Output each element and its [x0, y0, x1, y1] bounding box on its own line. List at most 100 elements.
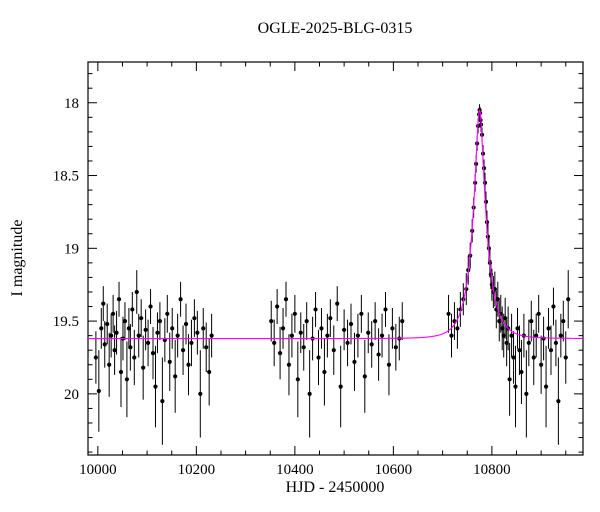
- data-point: [107, 362, 112, 367]
- data-point: [359, 311, 364, 316]
- data-point: [157, 318, 163, 324]
- data-point: [558, 333, 563, 338]
- data-point: [483, 199, 489, 204]
- data-point: [130, 307, 135, 312]
- data-point: [136, 333, 141, 338]
- data-point: [286, 362, 292, 367]
- data-point: [482, 180, 488, 185]
- model-curve-path: [88, 109, 583, 340]
- data-point: [165, 311, 170, 316]
- data-point: [124, 377, 130, 382]
- data-point: [376, 352, 381, 357]
- data-point: [289, 333, 295, 338]
- data-point: [150, 351, 156, 356]
- data-point: [511, 355, 516, 360]
- data-point: [316, 355, 321, 360]
- data-point: [198, 391, 203, 396]
- x-axis-label: HJD - 2450000: [286, 479, 385, 496]
- data-point: [307, 391, 312, 396]
- data-point: [304, 318, 309, 324]
- data-point: [331, 348, 336, 353]
- y-tick-label: 19: [64, 241, 79, 257]
- data-point: [325, 333, 330, 338]
- data-point: [148, 304, 153, 309]
- data-point: [173, 374, 178, 379]
- data-point: [335, 301, 340, 306]
- data-point: [105, 321, 110, 327]
- data-point: [118, 369, 124, 375]
- data-points: [93, 104, 571, 445]
- data-point: [539, 362, 544, 367]
- data-point: [383, 307, 388, 312]
- data-point: [132, 355, 137, 360]
- data-point: [366, 330, 371, 335]
- y-tick-label: 19.5: [53, 314, 79, 330]
- data-point: [455, 326, 460, 331]
- data-point: [180, 348, 186, 353]
- data-point: [209, 333, 214, 338]
- data-point: [112, 348, 117, 353]
- data-point: [186, 362, 191, 367]
- data-point: [513, 384, 518, 389]
- data-point: [189, 340, 194, 346]
- data-point: [122, 318, 128, 324]
- data-point: [155, 330, 160, 335]
- data-point: [183, 321, 189, 327]
- data-point: [207, 369, 212, 375]
- y-tick-label: 20: [64, 387, 79, 403]
- data-point: [352, 359, 357, 364]
- data-point: [111, 311, 116, 316]
- y-tick-label: 18: [64, 96, 79, 112]
- data-point: [283, 297, 289, 302]
- x-tick-label: 10800: [473, 462, 511, 478]
- data-point: [526, 340, 531, 346]
- data-point: [543, 384, 549, 389]
- data-point: [566, 297, 571, 302]
- data-point: [269, 318, 274, 324]
- data-point: [178, 297, 183, 302]
- data-point: [160, 399, 165, 404]
- data-point: [145, 340, 151, 346]
- data-point: [201, 326, 206, 331]
- data-point: [515, 326, 520, 331]
- data-point: [109, 333, 114, 338]
- data-point: [348, 321, 354, 327]
- data-point: [116, 297, 122, 302]
- data-point: [373, 318, 378, 324]
- data-point: [519, 369, 524, 375]
- data-point: [143, 327, 148, 332]
- data-point: [338, 384, 343, 389]
- data-point: [328, 316, 333, 321]
- data-point: [275, 304, 280, 309]
- data-point: [517, 348, 522, 353]
- data-point: [362, 374, 367, 379]
- data-point: [101, 301, 106, 306]
- data-point: [529, 318, 534, 324]
- data-point: [561, 318, 566, 324]
- data-point: [400, 318, 405, 324]
- x-tick-label: 10000: [79, 462, 117, 478]
- y-tick-label: 18.5: [53, 169, 79, 185]
- data-point: [170, 326, 175, 331]
- x-tick-label: 10400: [276, 462, 314, 478]
- data-point: [556, 399, 561, 404]
- data-point: [563, 355, 568, 360]
- data-point: [141, 365, 146, 370]
- data-point: [541, 336, 546, 341]
- data-point: [503, 316, 508, 321]
- data-point: [553, 340, 559, 346]
- data-point: [114, 330, 119, 335]
- data-point: [192, 316, 197, 321]
- data-point: [93, 355, 98, 360]
- x-tick-label: 10600: [375, 462, 413, 478]
- x-tick-label: 10200: [178, 462, 216, 478]
- data-point: [134, 289, 139, 295]
- y-axis-label: I magnitude: [9, 220, 26, 297]
- data-point: [546, 326, 551, 331]
- data-point: [128, 345, 133, 350]
- chart-title: OGLE-2025-BLG-0315: [258, 20, 413, 37]
- data-point: [295, 377, 300, 382]
- data-point: [99, 326, 104, 331]
